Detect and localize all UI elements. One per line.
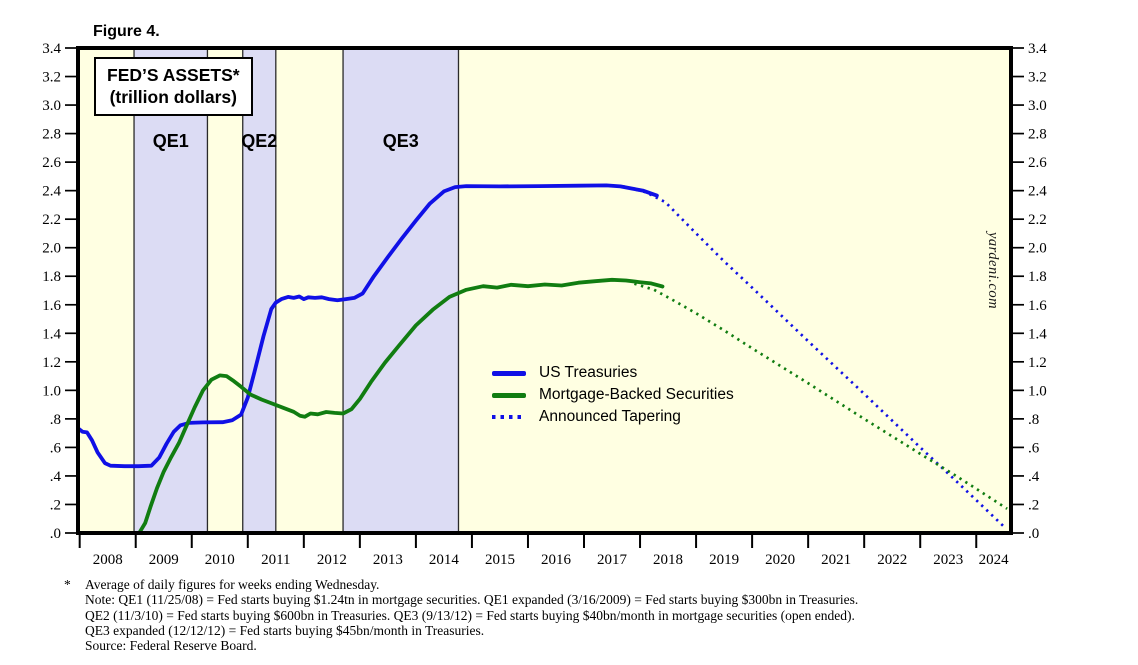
- legend-label: US Treasuries: [539, 364, 638, 381]
- legend: US Treasuries Mortgage-Backed Securities…: [492, 362, 734, 428]
- qe-band-label: QE3: [383, 131, 419, 151]
- footnote-lines: Average of daily figures for weeks endin…: [85, 577, 858, 653]
- y-tick-label-right: 2.8: [1028, 127, 1047, 143]
- footnote-line: Source: Federal Reserve Board.: [85, 638, 257, 654]
- y-tick-label-right: 1.0: [1028, 383, 1047, 399]
- y-tick-label-left: 3.2: [42, 70, 61, 86]
- footnote-line: QE2 (11/3/10) = Fed starts buying $600bn…: [85, 607, 855, 623]
- y-tick-label-left: 1.6: [42, 298, 61, 314]
- y-tick-label-left: 3.0: [42, 98, 61, 114]
- y-tick-label-left: .0: [50, 526, 61, 542]
- x-tick-label: 2011: [261, 552, 290, 568]
- qe-band-label: QE2: [241, 131, 277, 151]
- legend-swatch-tapering-icon: [492, 415, 526, 419]
- series-mortgage-backed-securities: [137, 277, 665, 535]
- x-tick-label: 2010: [205, 552, 235, 568]
- watermark: yardeni.com: [985, 232, 1001, 310]
- y-tick-label-right: 2.4: [1028, 184, 1047, 200]
- series-mortgage-backed-securities-announced-tapering: [634, 282, 1008, 510]
- y-tick-label-left: 2.8: [42, 127, 61, 143]
- x-tick-label: 2008: [93, 552, 123, 568]
- y-tick-label-right: .8: [1028, 412, 1039, 428]
- y-tick-label-left: 1.8: [42, 269, 61, 285]
- legend-item-mortgage-backed-securities: Mortgage-Backed Securities: [492, 384, 734, 406]
- chart-title: FED’S ASSETS*: [107, 65, 240, 85]
- legend-item-announced-tapering: Announced Tapering: [492, 406, 734, 428]
- y-tick-label-left: .8: [50, 412, 61, 428]
- qe-band: [343, 48, 459, 533]
- y-tick-label-right: 1.8: [1028, 269, 1047, 285]
- figure-title: Figure 4.: [93, 23, 160, 40]
- x-tick-label: 2020: [765, 552, 795, 568]
- legend-label: Announced Tapering: [539, 408, 681, 425]
- x-tick-label: 2022: [877, 552, 907, 568]
- y-tick-label-right: .2: [1028, 497, 1039, 513]
- footnote: * Average of daily figures for weeks end…: [64, 577, 858, 653]
- y-tick-label-right: 1.2: [1028, 355, 1047, 371]
- y-tick-label-left: 1.0: [42, 383, 61, 399]
- legend-swatch-mbs-icon: [492, 392, 526, 398]
- x-tick-label: 2021: [821, 552, 851, 568]
- x-tick-label: 2009: [149, 552, 179, 568]
- chart-subtitle: (trillion dollars): [109, 87, 237, 108]
- y-tick-label-right: 1.4: [1028, 326, 1047, 342]
- chart-title-box: FED’S ASSETS* (trillion dollars): [94, 57, 253, 116]
- series-us-treasuries: [76, 183, 659, 469]
- x-tick-label: 2016: [541, 552, 572, 568]
- y-tick-label-right: 2.2: [1028, 212, 1047, 228]
- x-tick-label: 2024: [979, 552, 1010, 568]
- chart-plot: QE1 QE2 QE3 .0 .0 .2 .2 .4 .4 .6 .6 .8 .8 1.0 1.0 1.2 1.…: [42, 41, 1047, 568]
- y-tick-label-right: 2.6: [1028, 155, 1047, 171]
- y-tick-label-right: 2.0: [1028, 241, 1047, 257]
- y-tick-label-left: .6: [50, 440, 62, 456]
- x-tick-label: 2017: [597, 552, 628, 568]
- y-tick-label-right: 3.0: [1028, 98, 1047, 114]
- y-tick-label-right: .4: [1028, 469, 1040, 485]
- x-tick-label: 2013: [373, 552, 403, 568]
- y-tick-label-left: 2.4: [42, 184, 61, 200]
- x-tick-label: 2023: [933, 552, 963, 568]
- footnote-line: QE3 expanded (12/12/12) = Fed starts buy…: [85, 622, 485, 638]
- y-tick-label-right: 3.4: [1028, 41, 1047, 57]
- y-tick-label-left: 3.4: [42, 41, 61, 57]
- plot-frame: [76, 46, 1013, 535]
- x-tick-label: 2014: [429, 552, 460, 568]
- qe-band-label: QE1: [153, 131, 189, 151]
- legend-swatch-us-treasuries-icon: [492, 370, 526, 376]
- y-tick-label-right: 1.6: [1028, 298, 1047, 314]
- footnote-marker: *: [64, 577, 71, 592]
- qe-band: [134, 48, 208, 533]
- footnote-line: Average of daily figures for weeks endin…: [85, 577, 380, 592]
- x-tick-label: 2019: [709, 552, 739, 568]
- y-tick-label-right: 3.2: [1028, 70, 1047, 86]
- x-tick-label: 2012: [317, 552, 347, 568]
- plot-background: [78, 48, 1011, 533]
- y-tick-label-right: .6: [1028, 440, 1040, 456]
- series-us-treasuries-announced-tapering: [622, 185, 1007, 529]
- y-tick-label-left: .2: [50, 497, 61, 513]
- y-tick-label-left: .4: [50, 469, 62, 485]
- footnote-line: Note: QE1 (11/25/08) = Fed starts buying…: [85, 592, 859, 608]
- y-tick-label-left: 1.4: [42, 326, 61, 342]
- qe-band: [242, 48, 276, 533]
- y-tick-label-right: .0: [1028, 526, 1039, 542]
- y-tick-label-left: 2.2: [42, 212, 61, 228]
- legend-item-us-treasuries: US Treasuries: [492, 362, 734, 384]
- y-tick-label-left: 1.2: [42, 355, 61, 371]
- x-tick-label: 2015: [485, 552, 515, 568]
- x-tick-label: 2018: [653, 552, 683, 568]
- legend-label: Mortgage-Backed Securities: [539, 386, 734, 403]
- y-tick-label-left: 2.0: [42, 241, 61, 257]
- y-tick-label-left: 2.6: [42, 155, 61, 171]
